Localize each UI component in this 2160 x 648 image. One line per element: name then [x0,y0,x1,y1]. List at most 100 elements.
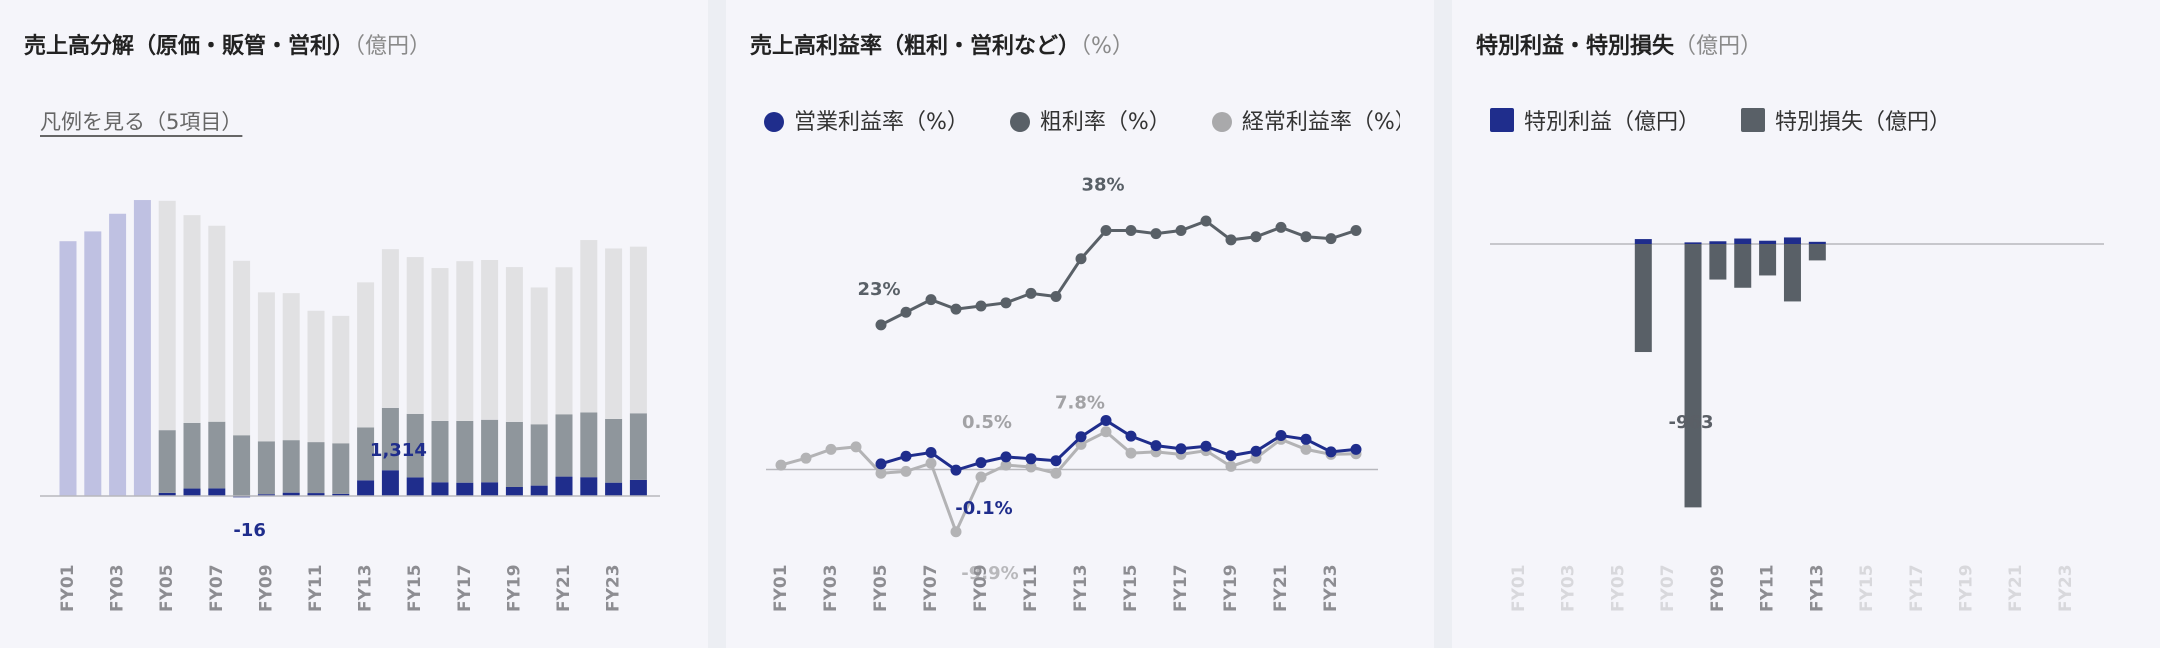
bar-operating-profit [481,482,499,496]
bar-sales-total [133,200,151,497]
data-point [775,459,787,471]
bar-sga [332,443,350,494]
x-tick-label: FY15 [1121,564,1141,612]
data-point [900,306,912,318]
bar-cost [332,315,350,444]
bar-cost [257,292,275,442]
bar-sga [381,407,399,471]
series-line [880,418,1357,472]
data-label: -0.1% [955,498,1012,519]
legend: 特別利益（億円） 特別損失（億円） [1490,104,2126,134]
x-tick-label: FY09 [971,564,991,612]
data-point [1125,447,1137,459]
bar-operating-profit [208,488,226,496]
bar-operating-profit [530,485,548,496]
bar-sga [605,418,623,483]
data-point [1225,460,1237,472]
bar-cost [307,310,325,443]
bar-operating-profit [357,480,375,496]
navy-dot-icon [764,112,784,132]
data-point [1200,215,1212,227]
data-label: 38% [1081,174,1124,195]
data-label: 0.5% [962,412,1012,433]
x-tick-label: FY01 [1509,564,1529,612]
bar-sales-total [109,213,127,496]
bar-extraordinary-loss [1634,244,1652,353]
x-tick-label: FY03 [821,564,841,612]
data-point [1200,440,1212,452]
data-point [925,457,937,469]
bar-operating-profit [431,482,449,496]
data-point [1025,453,1037,465]
legend-item-extraordinary-loss[interactable]: 特別損失（億円） [1741,104,1951,134]
bar-sga [307,442,325,494]
legend-label: 営業利益率（%） [794,110,969,134]
bar-sga [357,427,375,481]
panel-unit: （億円） [354,34,432,59]
bar-sga [481,419,499,483]
data-point [975,457,987,469]
gray-square-icon [1741,108,1766,132]
x-tick-label: FY13 [356,564,376,612]
bar-operating-profit [406,477,424,496]
bar-operating-profit [183,488,201,496]
bar-extraordinary-loss [1783,244,1801,302]
legend-item-extraordinary-gain[interactable]: 特別利益（億円） [1490,104,1700,134]
data-point [1100,426,1112,438]
data-label: -16 [233,520,266,541]
bar-operating-profit [381,470,399,496]
navy-square-icon [1490,108,1514,132]
bar-operating-profit [332,493,350,496]
bar-cost [605,248,623,419]
bar-cost [629,246,647,414]
data-point [1250,445,1262,457]
bar-cost [505,267,523,422]
bar-cost [530,287,548,425]
data-point [1100,414,1112,426]
bar-sales-total [59,241,77,496]
data-point [1000,297,1012,309]
bar-cost [406,257,424,414]
bar-cost [357,282,375,428]
data-point [1075,431,1087,443]
panel-title: 特別利益・特別損失（億円） [1476,34,1763,59]
legend-label: 経常利益率（%） [1241,110,1400,134]
x-tick-label: FY07 [921,564,941,612]
data-point [1350,443,1362,455]
legend-item-operating-margin[interactable]: 営業利益率（%） [764,104,969,134]
legend-label: 特別損失（億円） [1775,110,1952,134]
x-tick-label: FY05 [157,564,177,612]
bar-sga [580,412,598,478]
data-point [1325,446,1337,458]
legend-item-gross-margin[interactable]: 粗利率（%） [1009,104,1171,134]
x-tick-label: FY15 [1857,564,1877,612]
data-point [1125,224,1137,236]
x-tick-label: FY19 [504,564,524,612]
show-legend-link[interactable]: 凡例を見る（5項目） [40,110,243,134]
data-point [925,294,937,306]
x-tick-label: FY17 [1171,564,1191,612]
data-point [850,441,862,453]
bar-cost [183,215,201,423]
x-tick-label: FY23 [2056,564,2076,612]
x-tick-label: FY07 [1658,564,1678,612]
bar-operating-profit [307,493,325,496]
data-point [975,471,987,483]
bar-extraordinary-loss [1808,244,1826,261]
bar-extraordinary-gain [1734,238,1752,244]
bar-cost [158,200,176,431]
bar-extraordinary-gain [1684,242,1702,244]
x-tick-label: FY11 [1758,564,1778,612]
x-tick-label: FY23 [1321,564,1341,612]
bar-extraordinary-loss [1734,244,1752,288]
bar-sga [505,421,523,487]
bar-cost [282,293,300,441]
bar-sga [406,413,424,478]
legend-item-ordinary-margin[interactable]: 経常利益率（%） [1211,104,1400,134]
bar-sga [282,440,300,493]
bar-extraordinary-loss [1709,244,1727,280]
data-point [1025,461,1037,473]
data-point [900,465,912,477]
data-point [1175,443,1187,455]
panel-unit: （%） [1080,34,1134,59]
